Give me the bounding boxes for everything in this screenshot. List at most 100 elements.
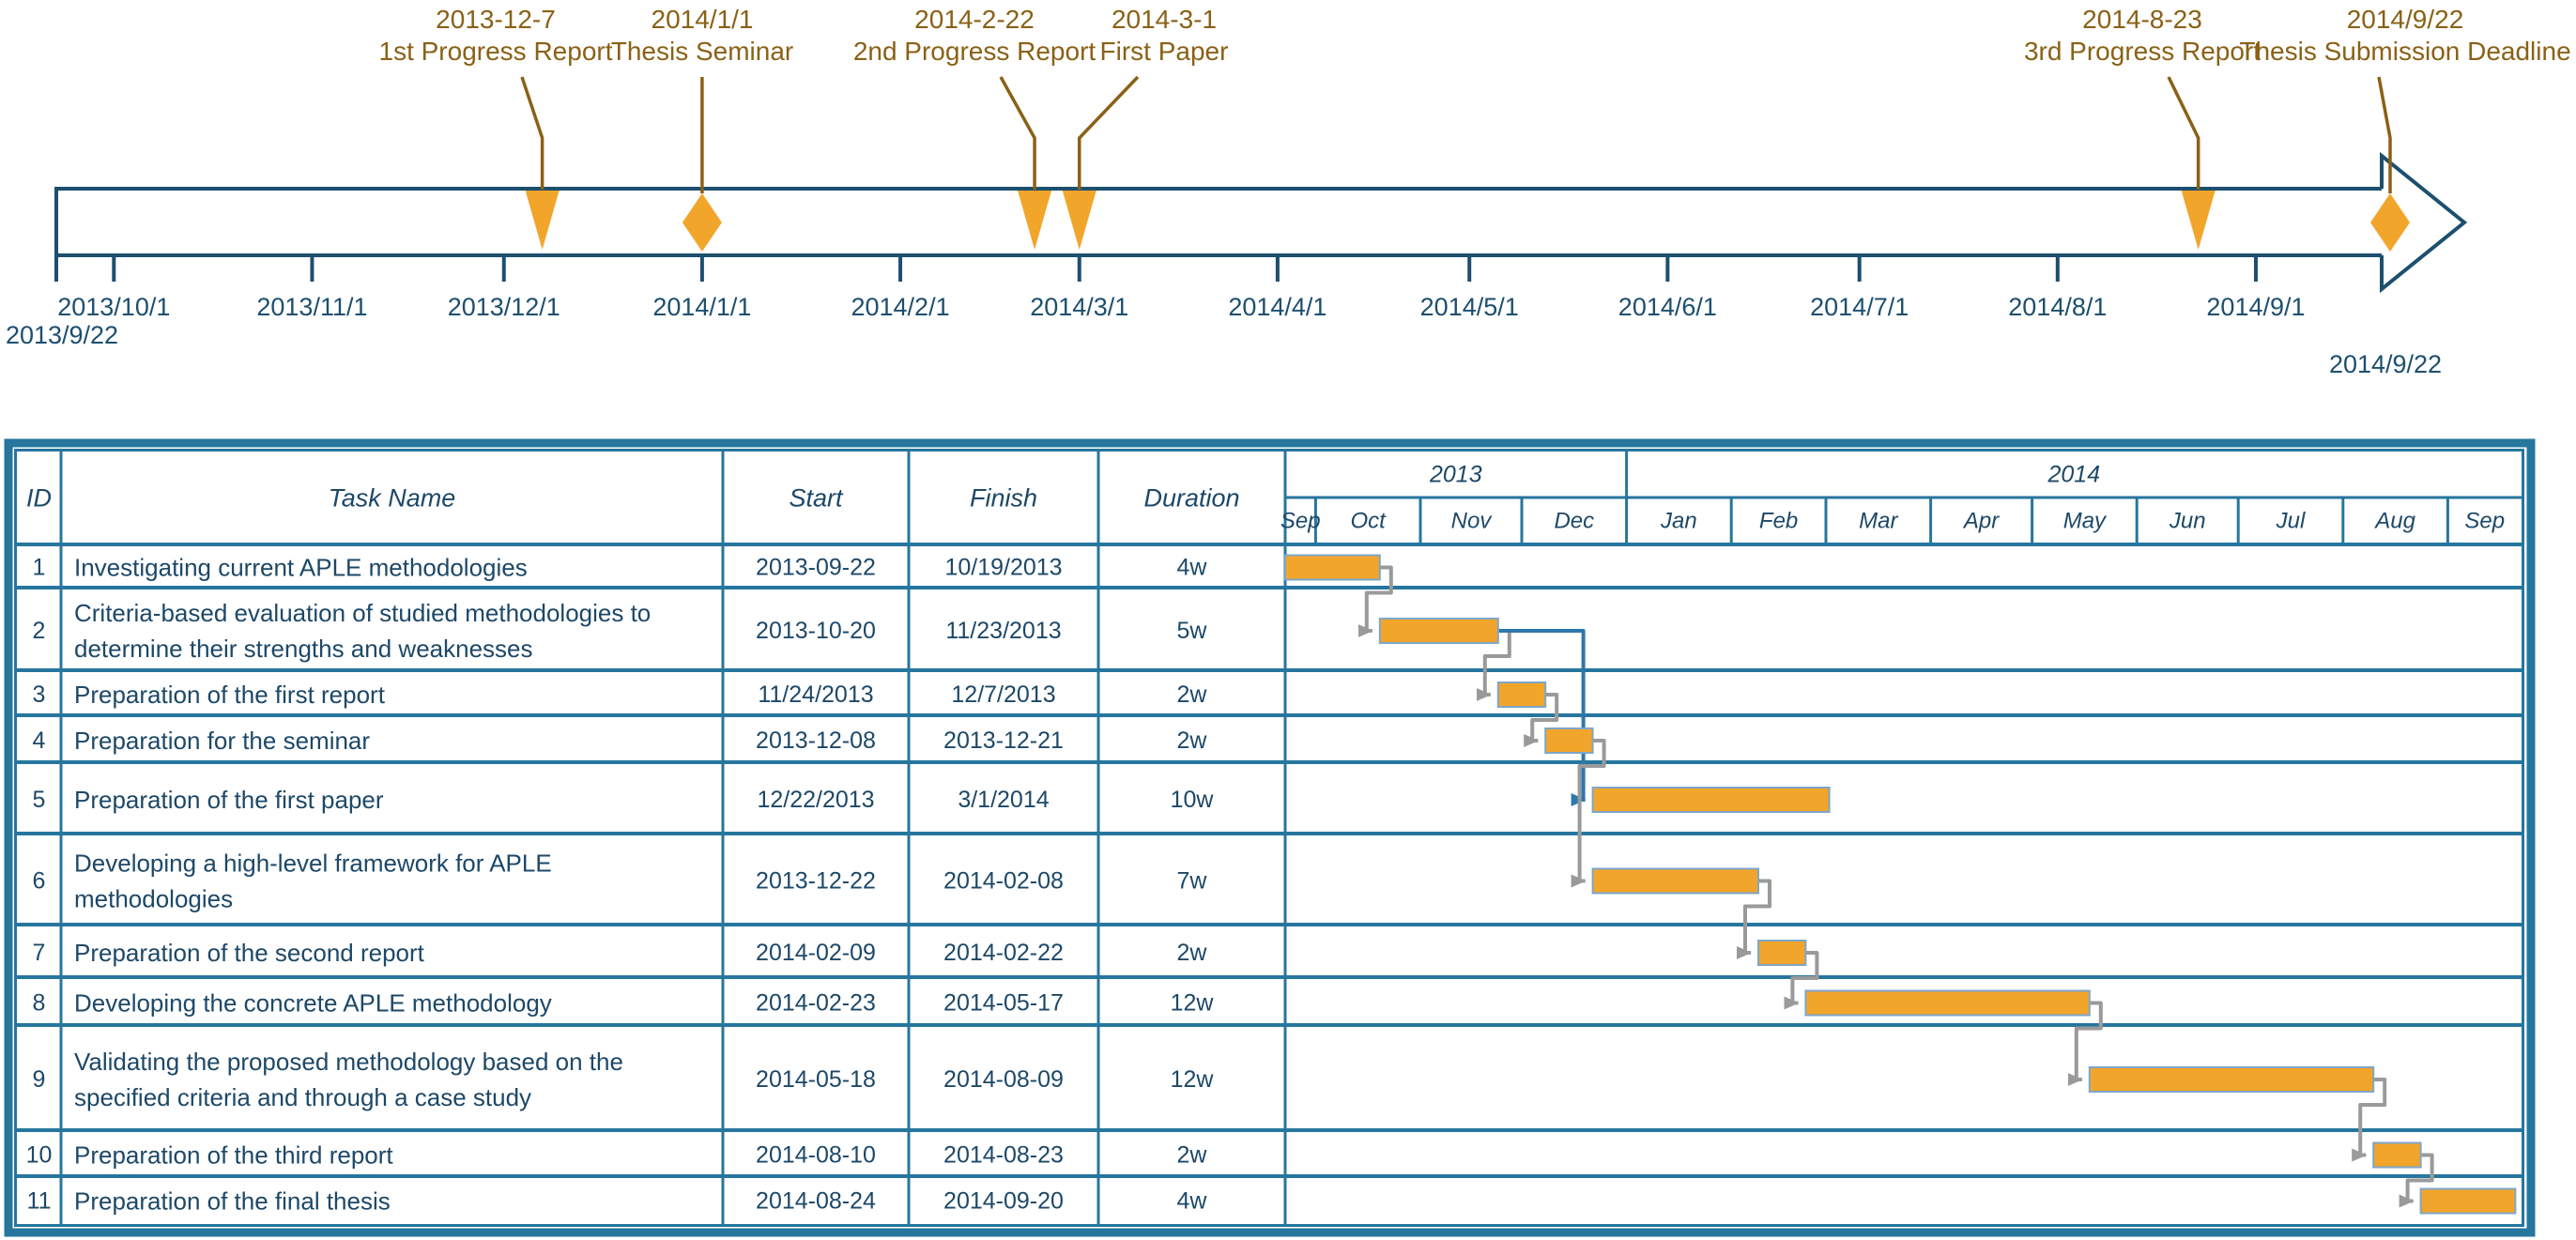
task-name: Validating the proposed methodology base… xyxy=(74,1048,623,1111)
month-label: Sep xyxy=(2464,509,2505,534)
task-finish-date: 2014-02-22 xyxy=(943,940,1064,966)
task-duration: 12w xyxy=(1171,990,1215,1017)
task-name-line: Preparation of the second report xyxy=(74,939,425,967)
month-label: Dec xyxy=(1554,509,1594,534)
dependency-arrow xyxy=(1524,693,1559,747)
header-start: Start xyxy=(789,484,844,513)
task-start-date: 2013-10-20 xyxy=(756,618,876,644)
gantt-bar xyxy=(2372,1141,2422,1169)
gantt-bar xyxy=(1496,681,1547,708)
dependency-arrow xyxy=(1571,739,1606,888)
task-start-date: 2013-09-22 xyxy=(756,555,876,581)
month-label: Mar xyxy=(1859,509,1898,534)
axis-tick-label: 2014/3/1 xyxy=(1030,293,1128,321)
table-row: 6 Developing a high-level framework for A… xyxy=(33,850,1208,913)
task-duration: 2w xyxy=(1177,727,1208,754)
dependency-arrow xyxy=(1784,951,1819,1010)
gantt-bar xyxy=(1378,618,1499,644)
task-name-line: Preparation of the first paper xyxy=(74,786,384,814)
task-start-date: 2014-05-18 xyxy=(756,1066,876,1093)
milestone-date: 2014/9/22 xyxy=(2347,5,2464,34)
task-finish-date: 2014-02-08 xyxy=(943,868,1064,895)
table-row: 2 Criteria-based evaluation of studied me… xyxy=(33,599,1208,663)
gantt-bar xyxy=(1544,727,1594,754)
task-name: Criteria-based evaluation of studied met… xyxy=(74,599,651,663)
month-label: Jul xyxy=(2276,509,2306,534)
task-finish-date: 2013-12-21 xyxy=(943,727,1064,754)
gantt-bar xyxy=(1804,989,2091,1017)
milestone: 2014/1/1 Thesis Seminar xyxy=(611,5,793,252)
task-name: Preparation of the second report xyxy=(74,939,425,967)
task-name-line: Validating the proposed methodology base… xyxy=(74,1048,623,1076)
axis-tick-label: 2014/2/1 xyxy=(851,293,949,321)
milestone-date: 2014-8-23 xyxy=(2082,5,2202,34)
task-finish-date: 12/7/2013 xyxy=(951,681,1055,708)
table-row: 11 Preparation of the final thesis 2014-08… xyxy=(27,1187,1208,1216)
milestone-connector-line xyxy=(2377,76,2392,193)
task-finish-date: 2014-08-09 xyxy=(943,1066,1064,1093)
task-name-line: specified criteria and through a case st… xyxy=(74,1083,531,1111)
table-row: 1 Investigating current APLE methodologie… xyxy=(33,554,1208,582)
milestone-name: First Paper xyxy=(1100,37,1229,66)
axis-tick-label: 2014/4/1 xyxy=(1228,293,1326,321)
gantt-table: ID Task Name Start Finish Duration 2013 2014 Se… xyxy=(4,438,2536,1237)
task-name-line: Developing a high-level framework for AP… xyxy=(74,850,552,878)
milestone-name: 2nd Progress Report xyxy=(853,37,1096,66)
milestone-name: Thesis Submission Deadline xyxy=(2239,37,2570,66)
task-name-line: Preparation of the third report xyxy=(74,1141,393,1170)
task-name: Developing the concrete APLE methodology xyxy=(74,989,552,1018)
timeline-band xyxy=(54,187,2382,257)
header-duration: Duration xyxy=(1143,484,1239,513)
table-row: 8 Developing the concrete APLE methodolog… xyxy=(33,989,1215,1018)
task-finish-date: 3/1/2014 xyxy=(958,787,1049,813)
task-duration: 2w xyxy=(1177,940,1208,966)
milestone-label: 2014-8-23 3rd Progress Report xyxy=(2024,5,2261,66)
month-label: Jan xyxy=(1660,509,1697,534)
milestone-name: 1st Progress Report xyxy=(379,37,613,66)
table-row: 3 Preparation of the first report 11/24/20… xyxy=(33,681,1208,709)
task-duration: 2w xyxy=(1177,1142,1208,1169)
milestone-connector-line xyxy=(520,76,544,190)
milestone-label: 2014/9/22 Thesis Submission Deadline xyxy=(2239,5,2570,66)
task-start-date: 11/24/2013 xyxy=(758,681,873,708)
task-finish-date: 2014-08-23 xyxy=(943,1142,1064,1169)
gantt-bar xyxy=(2088,1066,2375,1093)
milestone-triangle-marker xyxy=(1062,191,1096,250)
milestone-date: 2014/1/1 xyxy=(652,5,754,34)
task-start-date: 2013-12-08 xyxy=(756,727,876,754)
task-name: Preparation of the first paper xyxy=(74,786,384,814)
task-duration: 10w xyxy=(1171,787,1215,813)
task-start-date: 2014-08-24 xyxy=(756,1188,876,1215)
milestone-triangle-marker xyxy=(525,191,560,250)
task-name-line: Developing the concrete APLE methodology xyxy=(74,989,552,1018)
milestone-triangle-marker xyxy=(1018,191,1052,250)
task-duration: 4w xyxy=(1177,1188,1208,1215)
month-label: Aug xyxy=(2373,509,2415,534)
month-label: Apr xyxy=(1962,509,2000,534)
task-finish-date: 2014-09-20 xyxy=(943,1188,1064,1215)
milestone-label: 2014-3-1 First Paper xyxy=(1100,5,1229,66)
timeline-arrowhead xyxy=(2380,151,2468,294)
year-label-2013: 2013 xyxy=(1429,462,1482,488)
axis-tick-label: 2014/7/1 xyxy=(1810,293,1909,321)
task-duration: 4w xyxy=(1177,555,1208,581)
task-id: 4 xyxy=(33,727,46,754)
task-duration: 7w xyxy=(1177,868,1208,895)
axis-tick-label: 2014/5/1 xyxy=(1420,293,1519,321)
table-outer-frame xyxy=(4,438,2536,1237)
month-label: Jun xyxy=(2169,509,2206,534)
month-label: Sep xyxy=(1280,509,1321,534)
axis-tick-label: 2013/11/1 xyxy=(256,293,367,321)
milestone-triangle-marker xyxy=(2181,191,2216,250)
task-name: Preparation for the seminar xyxy=(74,727,370,755)
month-label: Nov xyxy=(1451,509,1494,534)
axis-tick-label: 2014/1/1 xyxy=(652,293,751,321)
task-duration: 5w xyxy=(1177,618,1208,644)
month-label: May xyxy=(2063,509,2108,534)
task-id: 11 xyxy=(27,1188,52,1215)
dependency-arrow xyxy=(2352,1078,2387,1162)
task-name-line: Preparation for the seminar xyxy=(74,727,370,755)
gantt-bar xyxy=(1591,867,1759,895)
